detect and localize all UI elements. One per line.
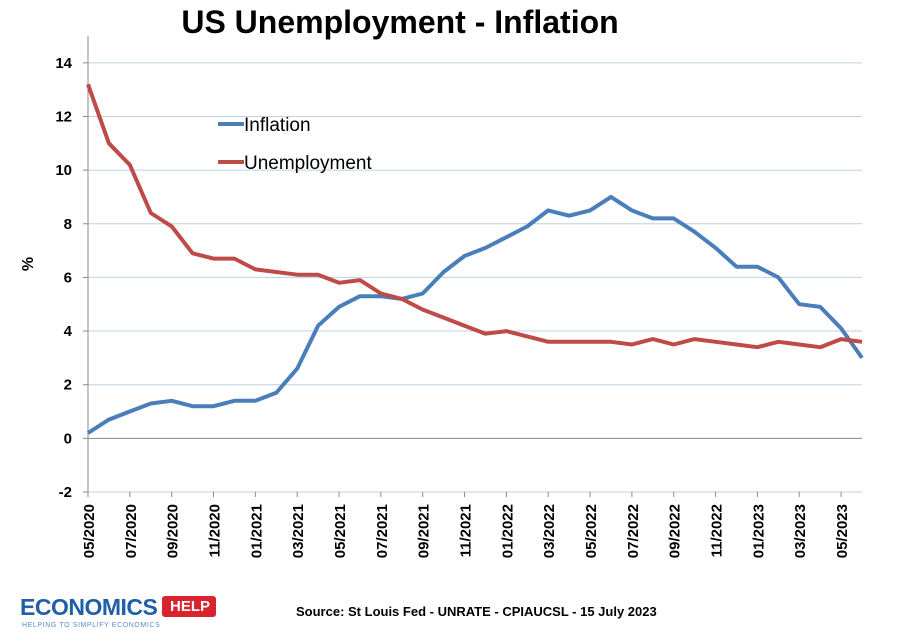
series-line-unemployment (86, 83, 863, 350)
x-tick-label: 11/2022 (709, 504, 726, 557)
y-tick-label: 8 (64, 216, 72, 233)
economics-help-logo[interactable]: ECONOMICS HELP HELPING TO SIMPLIFY ECONO… (20, 592, 217, 632)
y-tick-label: 12 (55, 108, 72, 125)
x-tick-label: 05/2021 (332, 504, 349, 558)
x-tick-label: 01/2023 (750, 504, 767, 558)
x-tick-label: 05/2022 (583, 504, 600, 558)
x-tick-label: 03/2022 (541, 504, 558, 558)
y-tick-label: 10 (55, 162, 72, 179)
legend-label-inflation: Inflation (244, 115, 311, 136)
x-tick-label: 03/2021 (290, 504, 307, 558)
y-tick-label: 2 (64, 377, 72, 394)
y-tick-label: 6 (64, 269, 72, 286)
x-tick-label: 09/2021 (416, 504, 433, 558)
x-tick-label: 09/2022 (667, 504, 684, 558)
legend-label-unemployment: Unemployment (244, 153, 372, 174)
legend: Inflation Unemployment (218, 115, 372, 174)
y-axis-label: % (20, 256, 38, 272)
x-tick-label: 11/2020 (207, 504, 224, 557)
logo-wordmark: ECONOMICS (20, 594, 158, 620)
logo-tagline: HELPING TO SIMPLIFY ECONOMICS (22, 622, 161, 629)
y-tick-label: -2 (59, 484, 72, 501)
x-tick-label: 01/2022 (499, 504, 516, 558)
x-tick-labels: 05/2020 07/2020 09/2020 11/2020 01/2021 03/20… (81, 504, 851, 558)
y-tick-label: 4 (64, 323, 73, 340)
y-tick-label: 0 (64, 430, 72, 447)
logo-badge: HELP (162, 596, 217, 617)
x-tick-label: 07/2022 (625, 504, 642, 558)
x-tick-label: 05/2023 (834, 504, 851, 558)
x-tick-label: 09/2020 (165, 504, 182, 558)
x-tick-label: 07/2020 (123, 504, 140, 558)
series-line-inflation (86, 194, 864, 435)
x-tick-label: 11/2021 (458, 504, 475, 557)
axes (83, 36, 862, 497)
y-tick-label: 14 (55, 55, 72, 72)
x-tick-label: 07/2021 (374, 504, 391, 558)
chart-title: US Unemployment - Inflation (181, 4, 619, 40)
x-tick-label: 01/2021 (248, 504, 265, 558)
series-lines (86, 83, 864, 435)
y-tick-labels: -2 0 2 4 6 8 10 12 14 (55, 55, 72, 501)
x-tick-label: 05/2020 (81, 504, 98, 558)
gridlines (88, 62, 862, 493)
source-note: Source: St Louis Fed - UNRATE - CPIAUCSL… (296, 604, 657, 619)
x-tick-label: 03/2023 (792, 504, 809, 558)
